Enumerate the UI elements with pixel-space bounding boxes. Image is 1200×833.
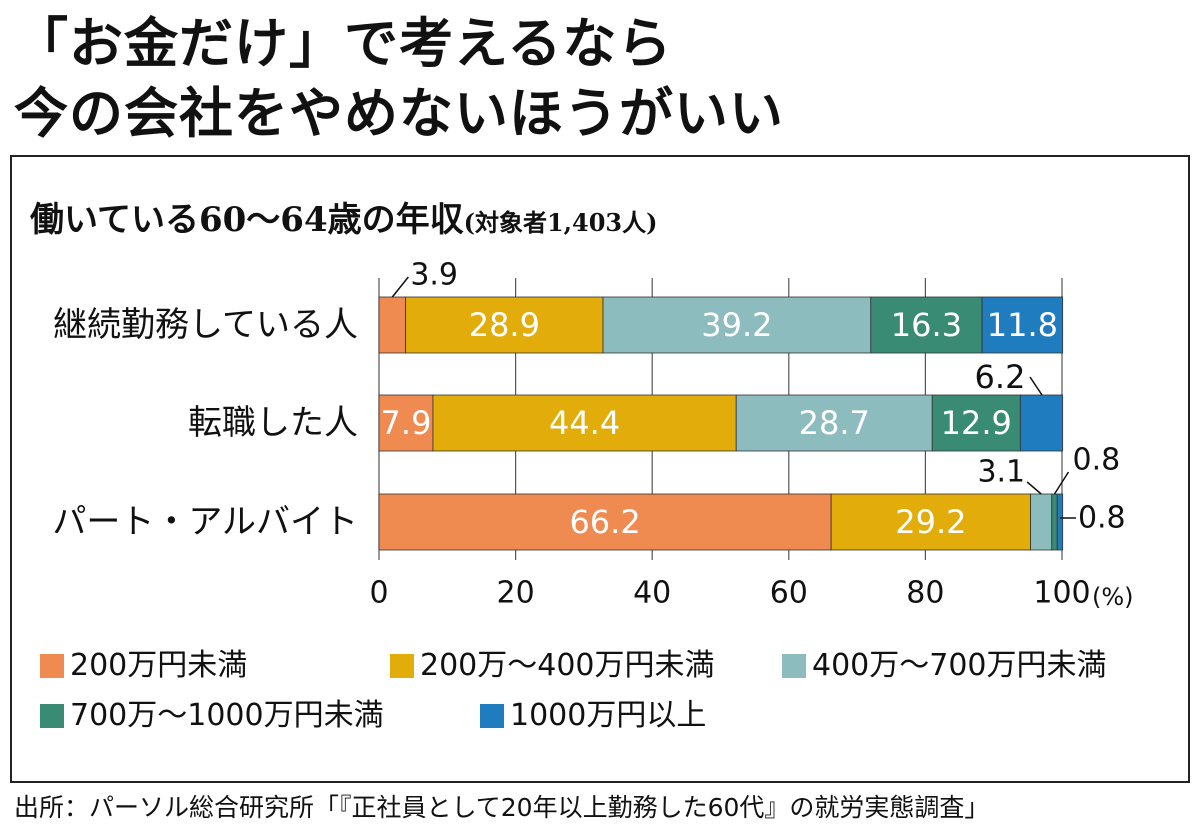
bar-segment: [870, 296, 983, 354]
legend-label: 200万〜400万円未満: [420, 648, 715, 683]
x-tick-label: 80: [906, 576, 944, 611]
bar-segment: [405, 296, 604, 354]
leader-line: [391, 276, 409, 298]
data-label: 28.7: [799, 404, 870, 442]
data-label: 6.2: [975, 358, 1026, 396]
legend-item: 200万〜400万円未満: [390, 640, 715, 684]
legend-item: 200万円未満: [40, 640, 247, 684]
bar-segment: [378, 394, 434, 452]
bar-segment: [378, 296, 407, 354]
x-tick-label: 20: [497, 576, 535, 611]
source-note: 出所：パーソル総合研究所「『正社員として20年以上勤務した60代』の就労実態調査…: [14, 793, 990, 822]
bar-segment: [931, 394, 1021, 452]
data-label: 28.9: [469, 306, 540, 344]
bar-segment: [1030, 493, 1053, 551]
legend-item: 400万〜700万円未満: [782, 640, 1107, 684]
data-label: 11.8: [987, 306, 1058, 344]
bar-segment: [981, 296, 1064, 354]
headline-line-1: 「お金だけ」で考えるなら: [14, 12, 673, 75]
chart-title-text: 働いている60〜64歳の年収: [30, 200, 464, 240]
chart-note: (対象者1,403人): [463, 208, 658, 237]
legend-item: 1000万円以上: [480, 690, 706, 734]
headline-line-2: 今の会社をやめないほうがいい: [14, 82, 784, 145]
data-label: 29.2: [895, 503, 966, 541]
legend-label: 1000万円以上: [510, 698, 707, 733]
data-label: 7.9: [381, 404, 432, 442]
legend-label: 700万〜1000万円未満: [70, 698, 384, 733]
x-tick-label: 100: [1033, 576, 1090, 611]
bar-segment: [378, 493, 832, 551]
data-label: 44.4: [549, 404, 620, 442]
bar-segment: [1051, 493, 1058, 551]
x-tick-label: 60: [770, 576, 808, 611]
leader-line: [1053, 471, 1070, 495]
legend-swatch: [480, 704, 504, 728]
data-label: 3.9: [410, 258, 458, 293]
bar-segment: [1019, 394, 1064, 452]
x-unit-label: (%): [1092, 583, 1134, 611]
bar-segment: [830, 493, 1031, 551]
chart-title: 働いている60〜64歳の年収(対象者1,403人): [30, 192, 657, 241]
legend-swatch: [40, 654, 64, 678]
data-label: 12.9: [941, 404, 1012, 442]
category-label: 転職した人: [188, 403, 358, 443]
data-label: 39.2: [701, 306, 772, 344]
legend-swatch: [390, 654, 414, 678]
legend-item: 700万〜1000万円未満: [40, 690, 384, 734]
bar-segment: [1056, 493, 1064, 551]
data-label: 0.8: [1072, 443, 1120, 478]
bar-segment: [602, 296, 872, 354]
legend-label: 200万円未満: [70, 648, 248, 683]
category-label: 継続勤務している人: [53, 305, 358, 345]
legend-swatch: [782, 654, 806, 678]
chart-frame: [10, 155, 1190, 783]
data-label: 16.3: [891, 306, 962, 344]
bar-segment: [432, 394, 737, 452]
x-tick-label: 40: [633, 576, 671, 611]
leader-line: [1026, 481, 1042, 495]
legend-label: 400万〜700万円未満: [812, 648, 1107, 683]
category-label: パート・アルバイト: [52, 502, 358, 542]
data-label: 3.1: [977, 455, 1025, 490]
data-label: 66.2: [569, 503, 640, 541]
legend-swatch: [40, 704, 64, 728]
leader-line: [1029, 376, 1043, 396]
data-label: 0.8: [1078, 501, 1126, 536]
x-tick-label: 0: [369, 576, 388, 611]
